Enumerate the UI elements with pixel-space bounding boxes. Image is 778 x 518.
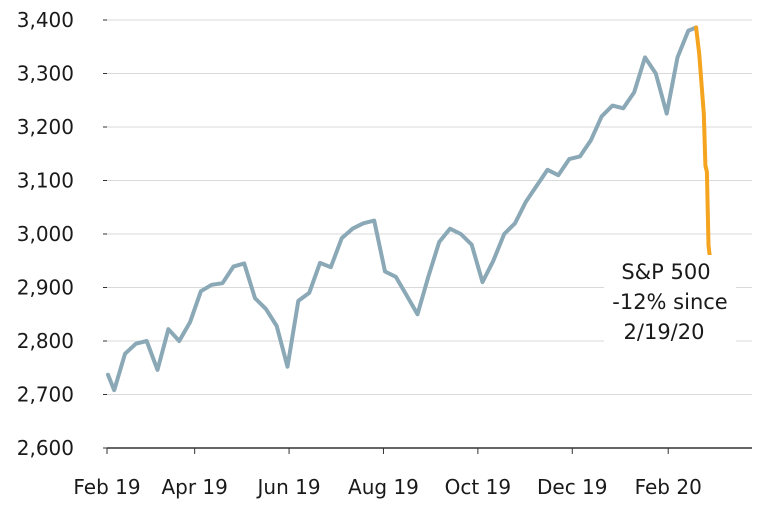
x-axis-ticks: Feb 19 Apr 19 Jun 19 Aug 19 Oct 19 Dec 19 Feb … — [73, 448, 702, 499]
x-tick-label: Oct 19 — [445, 475, 511, 499]
y-tick-label: 3,300 — [17, 62, 74, 86]
x-tick-label: Apr 19 — [161, 475, 227, 499]
x-tick-label: Dec 19 — [537, 475, 608, 499]
y-tick-label: 3,400 — [17, 8, 74, 32]
sp500-line — [106, 25, 699, 393]
y-tick-label: 2,800 — [17, 329, 74, 353]
y-tick-label: 3,200 — [17, 115, 74, 139]
annotation-background — [604, 255, 736, 349]
x-tick-label: Feb 20 — [635, 475, 702, 499]
x-tick-label: Feb 19 — [73, 475, 140, 499]
sp500-selloff-line — [694, 25, 712, 261]
x-tick-label: Aug 19 — [348, 475, 419, 499]
y-tick-label: 2,600 — [17, 436, 74, 460]
annotation-line-2: -12% since — [612, 290, 727, 314]
gridlines — [107, 19, 752, 395]
annotation-line-3: 2/19/20 — [624, 320, 705, 344]
y-axis-ticks: 2,600 2,700 2,800 2,900 3,000 3,100 3,200 3,300… — [17, 8, 107, 460]
annotation: S&P 500 -12% since 2/19/20 — [604, 255, 736, 349]
y-tick-label: 3,000 — [17, 222, 74, 246]
y-tick-label: 2,700 — [17, 383, 74, 407]
x-tick-label: Jun 19 — [256, 475, 321, 499]
annotation-line-1: S&P 500 — [621, 260, 710, 284]
y-tick-label: 2,900 — [17, 276, 74, 300]
y-tick-label: 3,100 — [17, 169, 74, 193]
